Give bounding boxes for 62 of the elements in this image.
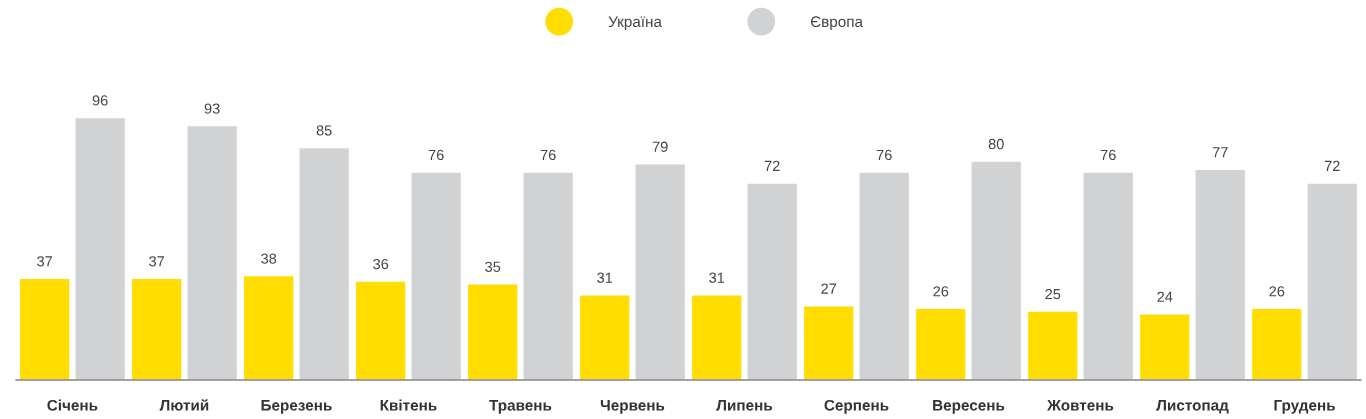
bar (1307, 183, 1357, 381)
data-label: 26 (933, 286, 949, 297)
bar (523, 172, 573, 381)
data-label: 76 (428, 149, 444, 161)
bar (20, 279, 70, 381)
data-label: 37 (37, 256, 53, 267)
data-label: 35 (485, 261, 501, 272)
bar (411, 172, 461, 381)
x-tick-label: Грудень (1274, 400, 1335, 414)
data-label: 36 (373, 258, 389, 270)
data-label: 77 (1212, 147, 1228, 158)
legend-label: Україна (608, 16, 662, 31)
data-label: 25 (1045, 288, 1061, 300)
bar (468, 284, 518, 381)
bar (1252, 309, 1302, 381)
data-label: 38 (261, 253, 277, 264)
x-tick-label: Вересень (933, 400, 1005, 414)
x-tick-label: Листопад (1156, 400, 1229, 414)
x-tick-label: Січень (47, 399, 98, 411)
bar (859, 172, 909, 381)
bar (1083, 172, 1133, 381)
x-tick-label: Червень (600, 400, 665, 414)
bar (1140, 314, 1190, 381)
bar (1195, 169, 1245, 381)
bar (971, 161, 1021, 381)
bar (804, 306, 854, 381)
data-label: 96 (92, 95, 108, 106)
data-label: 85 (316, 125, 332, 136)
data-label: 31 (597, 272, 613, 283)
bar (580, 295, 630, 381)
x-tick-label: Липень (716, 400, 773, 411)
bar (132, 279, 182, 381)
data-label: 24 (1157, 291, 1173, 302)
data-label: 76 (1100, 149, 1116, 161)
bar (244, 276, 294, 381)
data-label: 72 (1324, 160, 1340, 171)
bar (356, 281, 406, 381)
x-tick-label: Травень (489, 400, 552, 414)
data-label: 72 (764, 160, 780, 171)
bar (747, 183, 797, 381)
data-label: 37 (149, 256, 165, 267)
x-tick-label: Серпень (824, 399, 889, 414)
x-tick-label: Квітень (380, 399, 437, 411)
bar (187, 126, 237, 381)
data-label: 93 (204, 103, 220, 114)
data-label: 79 (652, 141, 668, 152)
data-label: 80 (988, 138, 1004, 150)
data-label: 26 (1269, 286, 1285, 297)
data-label: 76 (876, 149, 892, 161)
legend-label: Європа (810, 16, 864, 31)
x-tick-label: Березень (261, 400, 332, 414)
x-tick-label: Жовтень (1047, 400, 1114, 411)
data-label: 27 (821, 283, 837, 294)
bar (635, 164, 685, 381)
data-label: 76 (540, 149, 556, 161)
bar (692, 295, 742, 381)
bar (299, 148, 349, 381)
bar (916, 309, 966, 381)
x-tick-label: Лютий (159, 399, 209, 411)
bar (75, 118, 125, 381)
data-label: 31 (709, 272, 725, 283)
bar (1028, 311, 1078, 381)
